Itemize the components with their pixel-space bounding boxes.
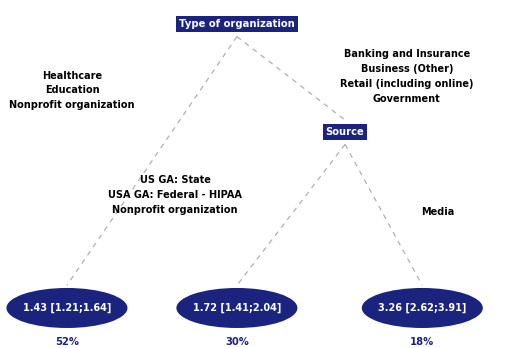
Ellipse shape [362,288,483,328]
Text: 52%: 52% [55,337,79,347]
Text: Healthcare
Education
Nonprofit organization: Healthcare Education Nonprofit organizat… [9,71,135,110]
Ellipse shape [176,288,298,328]
Text: 18%: 18% [410,337,435,347]
Text: 1.43 [1.21;1.64]: 1.43 [1.21;1.64] [23,303,111,313]
Text: US GA: State
USA GA: Federal - HIPAA
Nonprofit organization: US GA: State USA GA: Federal - HIPAA Non… [108,175,242,215]
Ellipse shape [7,288,128,328]
Text: 1.72 [1.41;2.04]: 1.72 [1.41;2.04] [193,303,281,313]
Text: 30%: 30% [225,337,249,347]
Text: Banking and Insurance
Business (Other)
Retail (including online)
Government: Banking and Insurance Business (Other) R… [340,49,474,104]
Text: 3.26 [2.62;3.91]: 3.26 [2.62;3.91] [378,303,467,313]
Text: Source: Source [325,127,365,137]
Text: Type of organization: Type of organization [179,19,295,29]
Text: Media: Media [421,207,454,217]
